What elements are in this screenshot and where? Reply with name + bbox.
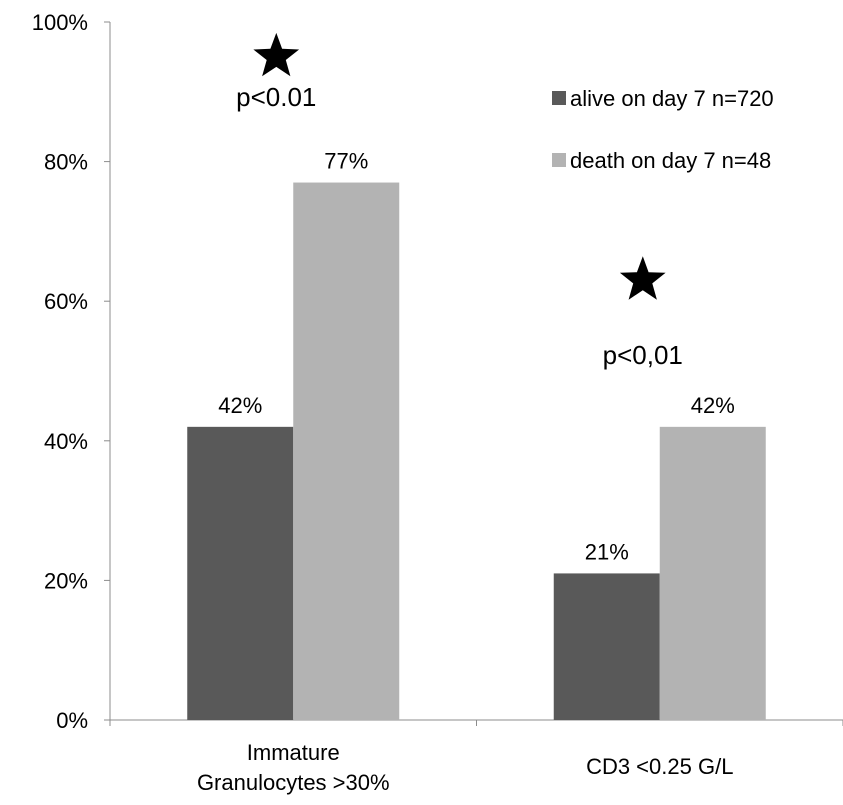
legend: alive on day 7 n=720 death on day 7 n=48 [552, 86, 774, 173]
legend-swatch [552, 91, 566, 105]
y-tick-label: 0% [56, 708, 88, 733]
data-label: 42% [218, 393, 262, 418]
x-category-label-line: Immature [247, 740, 340, 765]
y-tick-label: 20% [44, 568, 88, 593]
annotations: p<0.01 p<0,01 [236, 32, 683, 370]
bar [553, 573, 660, 720]
bars [187, 182, 766, 721]
y-tick-label: 60% [44, 289, 88, 314]
p-value-label: p<0,01 [603, 340, 683, 370]
p-value-label: p<0.01 [236, 82, 316, 112]
data-label: 21% [585, 539, 629, 564]
axes: 0% 20% 40% 60% 80% 100% Immature Granulocytes >… [32, 10, 843, 795]
legend-label: death on day 7 n=48 [570, 148, 771, 173]
bar [659, 426, 766, 720]
bar [187, 426, 294, 720]
y-tick-label: 100% [32, 10, 88, 35]
y-tick-label: 40% [44, 429, 88, 454]
significance-star [253, 32, 300, 77]
bar [293, 182, 400, 721]
data-label: 77% [324, 149, 368, 174]
significance-star [619, 256, 666, 300]
labels: 42% 21% 77% 42% [218, 149, 735, 565]
y-tick-label: 80% [44, 150, 88, 175]
x-category-label-line: CD3 <0.25 G/L [586, 754, 733, 779]
legend-swatch [552, 153, 566, 167]
x-category-label: CD3 <0.25 G/L [586, 754, 733, 779]
legend-label: alive on day 7 n=720 [570, 86, 774, 111]
x-category-label-line: Granulocytes >30% [197, 770, 390, 795]
data-label: 42% [691, 393, 735, 418]
x-category-label: Immature Granulocytes >30% [197, 740, 390, 795]
